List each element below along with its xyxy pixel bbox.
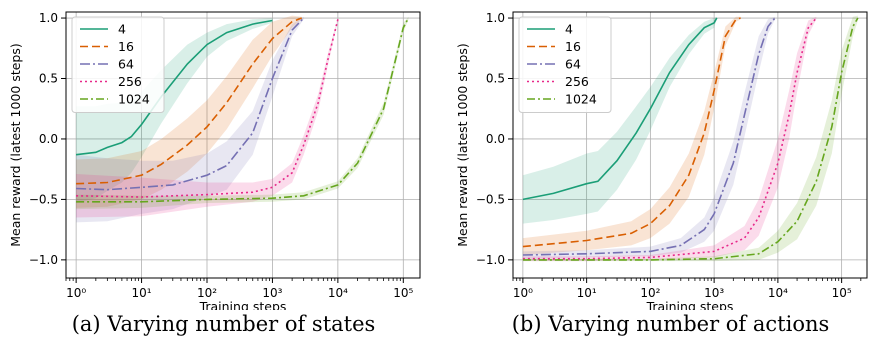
series-band-4 [76,18,273,203]
caption-a: (a) Varying number of states [71,312,376,336]
caption-b: (b) Varying number of actions [511,312,830,336]
x-tick-label: 10² [197,286,217,300]
x-tick-label: 10⁴ [328,286,348,300]
chart-a: 10⁰ 10¹ 10² 10³ 10⁴ 10⁵ −1.0 −0.5 0.0 0.5 1.0 Train… [8,11,421,310]
legend-label-256: 256 [565,74,589,89]
legend-box [71,16,165,113]
y-axis-label: Mean reward (latest 1000 steps) [8,43,23,247]
chart-b: 10⁰ 10¹ 10² 10³ 10⁴ 10⁵ −1.0 −0.5 0.0 0.5 1.0 Train… [455,11,868,310]
x-tick-label: 10¹ [132,286,152,300]
series-band-16 [76,15,302,208]
x-tick-label: 10⁰ [513,286,533,300]
series-line-4 [522,17,718,201]
y-tick-label: −0.5 [476,192,505,206]
y-axis-label: Mean reward (latest 1000 steps) [455,43,470,247]
legend-label-4: 4 [565,22,573,37]
chart-b-frame [512,11,868,279]
legend-label-256: 256 [118,74,142,89]
x-axis-label: Training steps [199,299,287,310]
legend-box [518,16,612,113]
legend-label-1024: 1024 [565,92,597,107]
chart-a-frame [65,11,421,279]
series-band-16 [522,16,741,255]
x-tick-label: 10¹ [577,286,597,300]
series-line-1024 [76,17,410,203]
legend-label-4: 4 [118,22,126,37]
x-tick-label: 10⁰ [66,286,86,300]
y-tick-label: 0.5 [39,72,58,86]
y-tick-label: −1.0 [29,253,58,267]
x-tick-label: 10³ [262,286,282,300]
legend-label-16: 16 [565,39,581,54]
legend-label-16: 16 [118,39,134,54]
x-tick-label: 10⁵ [832,286,852,300]
x-tick-label: 10⁴ [768,286,788,300]
series-line-64 [522,17,776,256]
chart-panel-b: 10⁰ 10¹ 10² 10³ 10⁴ 10⁵ −1.0 −0.5 0.0 0.5 1.0 Train… [447,0,894,348]
series-line-256 [522,17,817,260]
y-tick-label: 0.0 [39,132,58,146]
x-axis-label: Training steps [646,299,734,310]
series-band-64 [76,16,304,223]
y-tick-label: 1.0 [39,11,58,25]
series-band-4 [522,16,717,224]
y-tick-label: −0.5 [29,192,58,206]
series-line-16 [76,17,302,185]
x-tick-label: 10⁵ [393,286,413,300]
series-band-256 [76,18,338,218]
y-tick-label: 1.0 [486,11,505,25]
legend-label-64: 64 [118,57,134,72]
chart-panel-a: 10⁰ 10¹ 10² 10³ 10⁴ 10⁵ −1.0 −0.5 0.0 0.5 1.0 Train… [8,11,421,336]
y-tick-label: −1.0 [476,253,505,267]
y-tick-label: 0.5 [486,72,505,86]
x-tick-label: 10³ [704,286,724,300]
legend-label-1024: 1024 [118,92,150,107]
series-line-16 [522,17,741,248]
x-tick-label: 10² [640,286,660,300]
y-tick-label: 0.0 [486,132,505,146]
legend-label-64: 64 [565,57,581,72]
